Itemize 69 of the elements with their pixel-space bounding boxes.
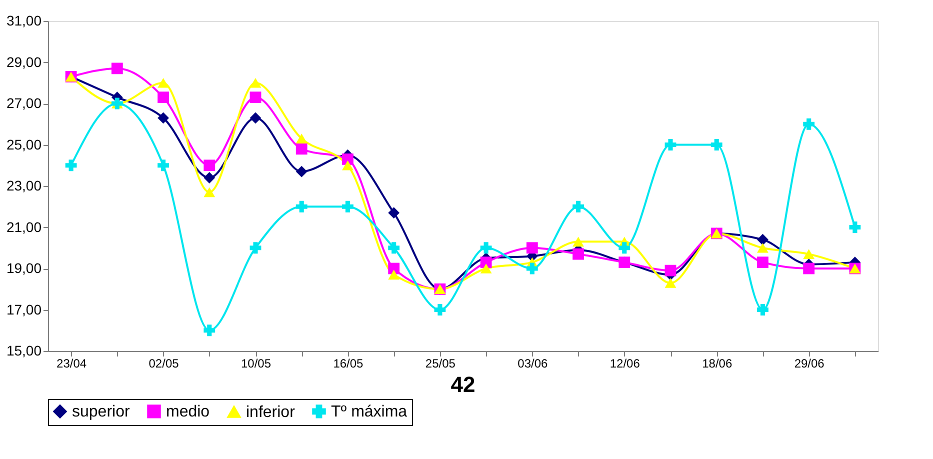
legend-label: superior [72, 403, 130, 420]
point [388, 207, 400, 219]
point [111, 62, 123, 74]
x-tick-label: 16/05 [333, 356, 364, 370]
point [710, 139, 722, 150]
point [572, 200, 584, 212]
text: 42 [450, 372, 476, 397]
point [480, 264, 492, 274]
point [296, 200, 308, 212]
legend-label: inferior [246, 404, 296, 421]
point [572, 248, 584, 260]
point [757, 256, 768, 268]
point [250, 78, 262, 88]
point [204, 160, 216, 172]
point [250, 92, 262, 104]
point [250, 242, 262, 254]
y-tick-label: 23,00 [6, 178, 42, 194]
point [757, 234, 768, 246]
x-tick-label: 29/06 [794, 356, 825, 370]
x-tick-label: 18/06 [702, 356, 732, 370]
point [664, 264, 676, 276]
y-tick-label: 27,00 [6, 95, 42, 111]
y-tick-label: 17,00 [6, 301, 42, 318]
point [849, 222, 861, 233]
point [664, 278, 676, 288]
point [526, 242, 538, 254]
x-tick-label: 25/05 [425, 356, 456, 370]
point [158, 78, 169, 88]
point [204, 324, 216, 336]
point [803, 118, 815, 130]
point [572, 236, 584, 247]
legend-label: medio [166, 403, 210, 420]
point [480, 256, 492, 268]
point [296, 143, 308, 155]
point [158, 112, 169, 124]
point [65, 160, 77, 172]
point [342, 160, 354, 170]
legend-label: Tº máxima [331, 403, 408, 420]
x-tick-label: 03/06 [518, 356, 548, 370]
point [618, 242, 630, 254]
point [250, 112, 262, 124]
y-tick-label: 25,00 [6, 136, 42, 152]
point [526, 262, 538, 274]
point [204, 187, 216, 198]
y-tick-label: 21,00 [6, 218, 42, 235]
point [158, 160, 169, 172]
point [803, 249, 815, 259]
point [757, 242, 768, 253]
point [664, 139, 676, 150]
point [480, 242, 492, 254]
x-tick-label: 23/04 [56, 356, 87, 370]
point [342, 153, 354, 165]
point [342, 200, 354, 212]
y-tick-label: 29,00 [6, 54, 42, 70]
y-tick-label: 15,00 [6, 342, 42, 358]
y-tick-label: 19,00 [6, 260, 42, 276]
x-tick-label: 10/05 [240, 356, 272, 370]
y-tick-label: 31,00 [6, 12, 42, 28]
point [296, 166, 308, 178]
point [158, 92, 169, 104]
point [803, 262, 815, 274]
point [388, 270, 400, 280]
point [757, 304, 768, 316]
x-tick-label: 02/05 [148, 356, 180, 370]
point [296, 134, 308, 144]
x-tick-label: 12/06 [610, 356, 640, 370]
point [434, 304, 446, 316]
point [204, 172, 216, 184]
point [388, 242, 400, 254]
